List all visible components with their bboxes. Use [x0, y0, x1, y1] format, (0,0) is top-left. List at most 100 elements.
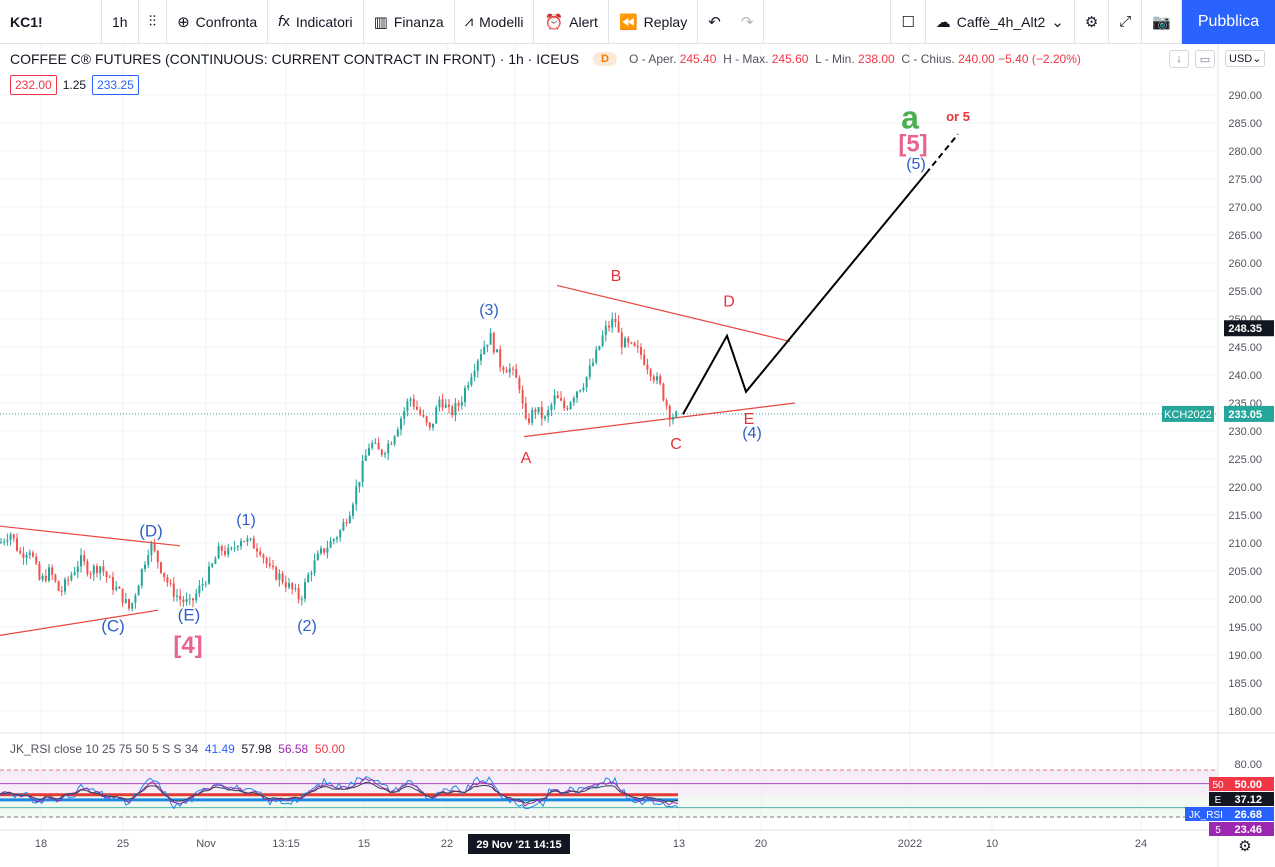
chart-canvas[interactable]: (D) (C) (E) [4] (1) (2) (3) A B C D E(4) (5)[5]a or 5…	[0, 44, 1275, 867]
candle-body	[454, 403, 457, 416]
candle-body	[601, 335, 604, 347]
trendline[interactable]	[523, 402, 796, 438]
candle-body	[422, 414, 425, 417]
candle-body	[556, 395, 559, 399]
maximize-pane-button[interactable]: ▭	[1195, 50, 1215, 68]
high-value: 245.60	[771, 52, 809, 66]
projection-dashed-path[interactable]	[925, 133, 959, 175]
candle-body	[652, 376, 655, 381]
scroll-down-button[interactable]: ↓	[1169, 50, 1189, 68]
candle-body	[467, 385, 470, 388]
wave-label[interactable]: D	[723, 293, 735, 310]
wave-label[interactable]: a	[901, 100, 919, 136]
replay-button[interactable]: ⏪ Replay	[609, 0, 699, 44]
layout-menu-button[interactable]: ☁ Caffè_4h_Alt2 ⌄	[926, 0, 1075, 44]
candle-body	[12, 534, 15, 539]
redo-button[interactable]: ↷	[731, 0, 765, 44]
fullscreen-toggle-button[interactable]: ☐	[890, 0, 926, 44]
projection-path[interactable]	[682, 172, 927, 415]
rsi-value-1: 41.49	[204, 742, 235, 756]
candle-body	[496, 349, 498, 353]
candle-body	[32, 552, 34, 557]
candle-body	[297, 588, 300, 600]
fx-icon: fx	[278, 13, 290, 30]
currency-label: USD	[1229, 53, 1253, 65]
wave-label[interactable]: or 5	[946, 109, 970, 124]
indicators-button[interactable]: fx Indicatori	[268, 0, 364, 44]
templates-button[interactable]: ⩘ Modelli	[455, 0, 535, 44]
candle-body	[57, 581, 60, 591]
undo-button[interactable]: ↶	[698, 0, 731, 44]
candle-body	[489, 332, 492, 345]
finance-button[interactable]: ▥ Finanza	[364, 0, 455, 44]
wave-label[interactable]: (C)	[101, 616, 125, 635]
trendline[interactable]	[556, 284, 791, 342]
wave-label[interactable]: (E)	[178, 605, 201, 624]
candle-body	[195, 593, 198, 601]
templates-icon: ⩘	[464, 13, 474, 30]
trendline[interactable]	[0, 525, 181, 547]
bar-chart-icon: ▥	[373, 13, 388, 31]
candle-body	[288, 583, 290, 588]
compare-button[interactable]: ⊕ Confronta	[167, 0, 269, 44]
symbol-search[interactable]: KC1!	[0, 0, 102, 44]
bid-price[interactable]: 232.00	[10, 75, 57, 95]
currency-selector[interactable]: USD⌄	[1225, 50, 1266, 67]
wave-label[interactable]: (4)	[742, 425, 762, 442]
wave-label[interactable]: [5]	[898, 131, 927, 158]
wave-label[interactable]: (3)	[479, 302, 499, 319]
candle-body	[28, 552, 31, 556]
window-icon: ▭	[1199, 53, 1211, 66]
candles-icon: ⫶⫶	[148, 13, 157, 30]
candle-body	[214, 558, 217, 564]
price-tick-label: 255.00	[1228, 286, 1262, 298]
price-tick-label: 210.00	[1228, 538, 1262, 550]
legend-title: COFFEE C® FUTURES (CONTINUOUS: CURRENT C…	[10, 51, 580, 67]
candle-body	[9, 534, 12, 540]
rsi-tag-value-bg	[1224, 792, 1274, 806]
settings-button[interactable]: ⚙	[1075, 0, 1110, 44]
alert-button[interactable]: ⏰ Alert	[534, 0, 609, 44]
rsi-value-4: 50.00	[314, 742, 345, 756]
price-tick-label: 265.00	[1228, 230, 1262, 242]
candle-body	[387, 443, 390, 454]
candle-body	[441, 399, 444, 408]
candle-body	[585, 376, 588, 388]
rsi-line-fast	[0, 775, 679, 810]
candle-body	[35, 556, 38, 564]
ask-price[interactable]: 233.25	[92, 75, 139, 95]
candle-body	[160, 562, 162, 573]
chart-style-button[interactable]: ⫶⫶	[139, 0, 168, 44]
wave-label[interactable]: (D)	[139, 521, 163, 540]
publish-button[interactable]: Pubblica	[1182, 0, 1275, 44]
snapshot-button[interactable]: 📷	[1142, 0, 1182, 44]
wave-label[interactable]: E	[744, 411, 755, 428]
wave-label[interactable]: A	[521, 450, 532, 467]
rsi-legend: JK_RSI close 10 25 75 50 5 S S 34 41.49 …	[10, 742, 345, 756]
wave-label[interactable]: (1)	[236, 512, 256, 529]
rsi-tag-label-bg	[1209, 777, 1227, 791]
wave-label[interactable]: [4]	[173, 632, 202, 659]
price-tick-label: 180.00	[1228, 706, 1262, 718]
axis-settings-icon[interactable]: ⚙	[1238, 838, 1251, 855]
candle-body	[124, 599, 127, 603]
interval-button[interactable]: 1h	[102, 0, 139, 44]
expand-button[interactable]: ⤢	[1109, 0, 1143, 44]
wave-label[interactable]: (5)	[906, 156, 926, 173]
candle-body	[313, 560, 316, 574]
candle-body	[659, 376, 662, 384]
candle-body	[534, 409, 537, 413]
candle-body	[80, 555, 82, 567]
wave-label[interactable]: C	[670, 436, 682, 453]
top-toolbar: KC1! 1h ⫶⫶ ⊕ Confronta fx Indicatori ▥ Fina…	[0, 0, 1275, 44]
wave-label[interactable]: (2)	[297, 618, 317, 635]
gear-icon: ⚙	[1084, 13, 1099, 31]
candle-body	[476, 360, 479, 371]
candle-body	[451, 406, 454, 416]
candle-body	[598, 346, 601, 350]
symbol-tag-bg	[1162, 405, 1214, 422]
wave-label[interactable]: B	[611, 268, 622, 285]
candle-body	[624, 338, 626, 348]
trendline[interactable]	[0, 609, 159, 636]
candle-body	[358, 481, 361, 487]
